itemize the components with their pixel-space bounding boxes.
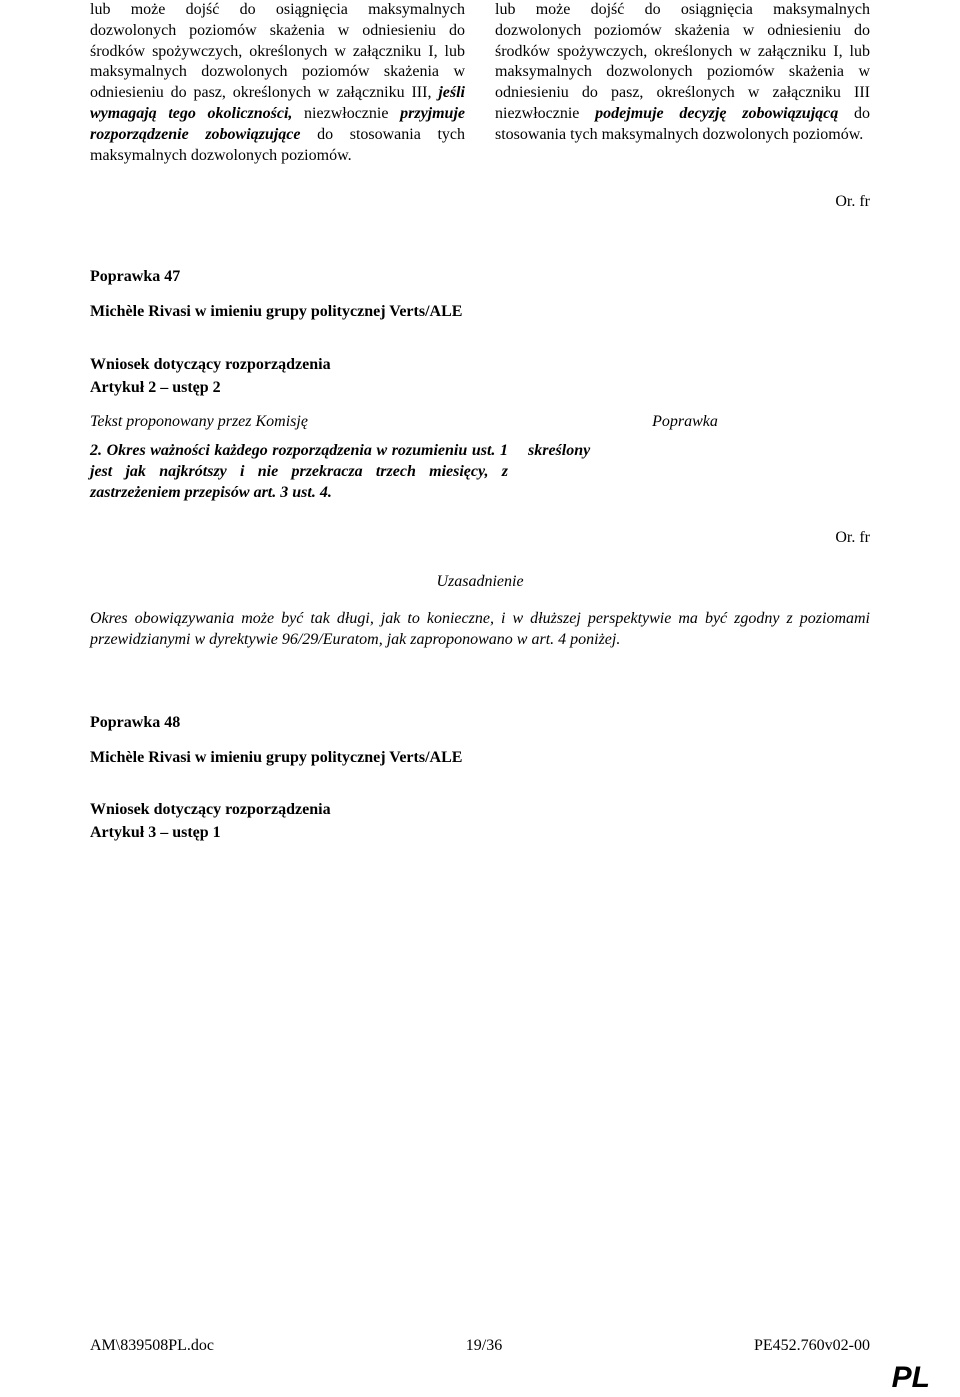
- rc-plain-1: lub może dojść do osiągnięcia maksymalny…: [495, 1, 870, 122]
- page: lub może dojść do osiągnięcia maksymalny…: [0, 0, 960, 1397]
- amendment-47-proposal: Wniosek dotyczący rozporządzenia: [90, 355, 870, 376]
- amendment-48-title: Poprawka 48: [90, 713, 870, 734]
- header-right: Poprawka: [460, 412, 870, 433]
- justification-title: Uzasadnienie: [90, 572, 870, 593]
- page-footer: AM\839508PL.doc 19/36 PE452.760v02-00: [90, 1336, 870, 1357]
- amendment-48-article: Artykuł 3 – ustęp 1: [90, 823, 870, 844]
- original-lang-1: Or. fr: [90, 192, 870, 213]
- amendment-47-author: Michèle Rivasi w imieniu grupy polityczn…: [90, 302, 870, 323]
- left-column: lub może dojść do osiągnięcia maksymalny…: [90, 0, 465, 168]
- footer-left: AM\839508PL.doc: [90, 1336, 214, 1357]
- two-column-block: lub może dojść do osiągnięcia maksymalny…: [90, 0, 870, 168]
- amendment-48-author: Michèle Rivasi w imieniu grupy polityczn…: [90, 748, 870, 769]
- amendment-47-article: Artykuł 2 – ustęp 2: [90, 378, 870, 399]
- right-col-text: lub może dojść do osiągnięcia maksymalny…: [495, 0, 870, 146]
- amendment-48-proposal: Wniosek dotyczący rozporządzenia: [90, 800, 870, 821]
- right-column: lub może dojść do osiągnięcia maksymalny…: [495, 0, 870, 168]
- footer-center: 19/36: [466, 1336, 502, 1357]
- lc-plain-2: niezwłocznie: [292, 105, 400, 122]
- amendment-47-title: Poprawka 47: [90, 267, 870, 288]
- language-badge: PL: [892, 1358, 930, 1397]
- amendment-47-row: 2. Okres ważności każdego rozporządzenia…: [90, 441, 870, 503]
- footer-right: PE452.760v02-00: [754, 1336, 870, 1357]
- row-right-text: skreślony: [528, 441, 870, 503]
- header-left: Tekst proponowany przez Komisję: [90, 412, 460, 433]
- justification-text: Okres obowiązywania może być tak długi, …: [90, 609, 870, 651]
- rc-ital-1: podejmuje decyzję zobowiązującą: [595, 105, 838, 122]
- row-left-text: 2. Okres ważności każdego rozporządzenia…: [90, 441, 528, 503]
- left-col-text: lub może dojść do osiągnięcia maksymalny…: [90, 0, 465, 166]
- original-lang-2: Or. fr: [90, 528, 870, 549]
- lc-plain-1: lub może dojść do osiągnięcia maksymalny…: [90, 1, 465, 101]
